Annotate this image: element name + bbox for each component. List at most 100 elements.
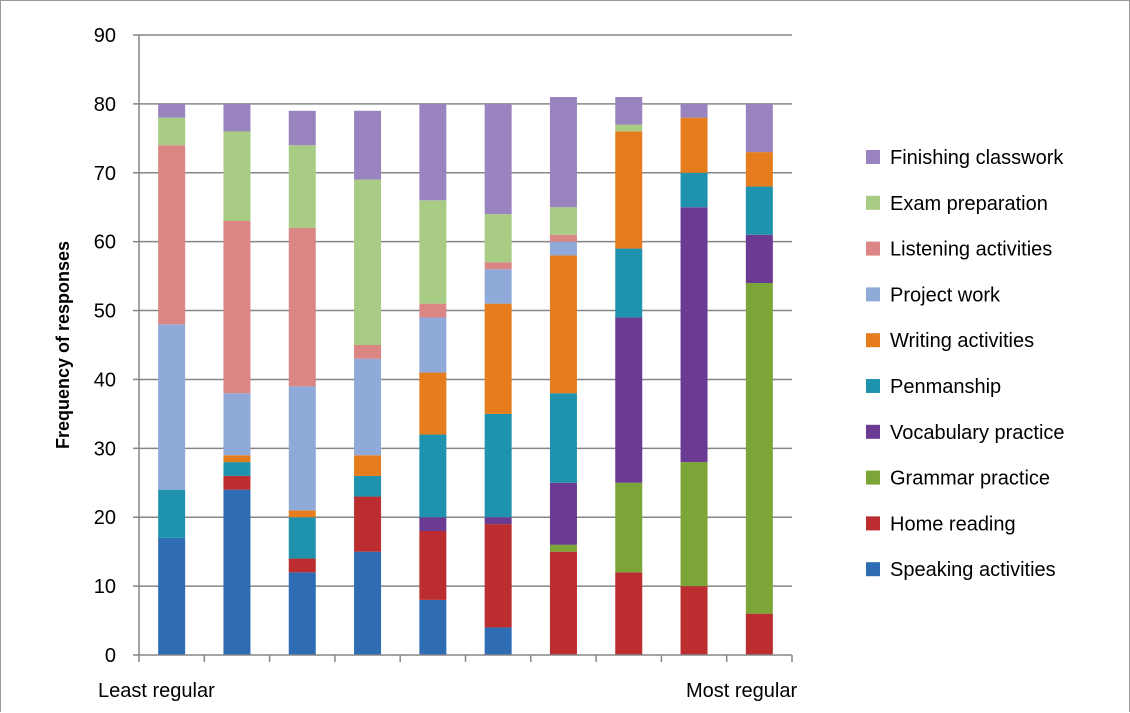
legend-item: Exam preparation [866, 193, 1048, 215]
legend-label: Project work [890, 284, 1001, 306]
bar-stack [680, 103, 708, 655]
bar-segment [680, 103, 708, 118]
bar-stack [549, 97, 577, 655]
bar-segment [158, 489, 186, 538]
legend-swatch [866, 379, 880, 393]
legend-item: Grammar practice [866, 468, 1050, 490]
bar-segment [158, 145, 186, 325]
bar-segment [288, 517, 316, 559]
y-tick-label: 40 [94, 369, 116, 391]
bar-segment [484, 627, 512, 655]
legend-item: Project work [866, 284, 1001, 306]
bar-segment [745, 283, 773, 614]
bar-segment [419, 317, 447, 373]
bar-segment [288, 145, 316, 228]
bar-segment [419, 372, 447, 435]
bar-segment [484, 262, 512, 270]
bar-segment [549, 207, 577, 235]
legend-swatch [866, 287, 880, 302]
bar-segment [615, 248, 643, 318]
y-tick-label: 30 [94, 438, 116, 460]
bar-segment [745, 103, 773, 153]
legend: Finishing classwork Exam preparation Liste… [866, 147, 1065, 581]
bar-segment [419, 517, 447, 531]
legend-swatch [866, 424, 880, 439]
bar-segment [680, 586, 708, 655]
bar-segment [419, 599, 447, 655]
y-tick-label: 80 [94, 94, 116, 116]
bar-segment [354, 345, 382, 359]
bar-segment [484, 269, 512, 304]
bar-stack [484, 103, 512, 655]
y-tick-label: 20 [94, 507, 116, 529]
y-tick-label: 60 [94, 232, 116, 254]
bar-segment [615, 131, 643, 249]
bar-segment [680, 117, 708, 173]
bar-stack [615, 97, 643, 655]
bar-segment [549, 544, 577, 552]
bar-segment [745, 234, 773, 283]
bar-segment [288, 572, 316, 655]
bar-segment [484, 517, 512, 525]
x-axis-label-left: Least regular [98, 680, 215, 702]
bar-stack [419, 103, 447, 655]
bar-segment [223, 131, 251, 221]
legend-swatch [866, 150, 880, 164]
legend-swatch [866, 195, 880, 210]
bars [158, 97, 773, 655]
legend-swatch [866, 333, 880, 348]
bar-segment [419, 303, 447, 318]
bar-segment [484, 103, 512, 215]
y-tick-label: 50 [94, 301, 116, 323]
y-tick-label: 0 [105, 645, 116, 667]
y-axis-title: Frequency of responses [53, 241, 73, 449]
legend-item: Penmanship [866, 376, 1001, 398]
bar-segment [419, 200, 447, 304]
bar-segment [680, 207, 708, 463]
bar-segment [680, 172, 708, 208]
bar-segment [549, 482, 577, 545]
bar-segment [419, 531, 447, 600]
legend-label: Grammar practice [890, 468, 1050, 490]
bar-segment [484, 524, 512, 628]
legend-item: Speaking activities [866, 559, 1056, 581]
bar-segment [288, 110, 316, 146]
y-tick-labels: 0 10 20 30 40 50 60 70 80 90 [94, 25, 139, 667]
axes [138, 35, 793, 662]
bar-segment [680, 462, 708, 587]
bar-segment [549, 241, 577, 256]
bar-segment [158, 537, 186, 655]
legend-label: Writing activities [890, 330, 1034, 352]
legend-label: Listening activities [890, 239, 1052, 261]
bar-segment [745, 613, 773, 655]
legend-item: Listening activities [866, 239, 1052, 261]
legend-label: Speaking activities [890, 559, 1056, 581]
bar-stack [745, 103, 773, 655]
bar-segment [223, 489, 251, 655]
bar-segment [223, 475, 251, 490]
bar-segment [484, 413, 512, 518]
y-tick-label: 90 [94, 25, 116, 47]
bar-stack [288, 110, 316, 655]
bar-segment [484, 303, 512, 414]
legend-label: Penmanship [890, 376, 1001, 398]
bar-segment [288, 510, 316, 518]
bar-segment [354, 455, 382, 476]
legend-item: Writing activities [866, 330, 1034, 352]
bar-segment [615, 482, 643, 573]
bar-segment [549, 255, 577, 394]
legend-swatch [866, 516, 880, 531]
legend-label: Exam preparation [890, 193, 1048, 215]
bar-segment [354, 496, 382, 552]
bar-segment [288, 227, 316, 387]
legend-item: Finishing classwork [866, 147, 1064, 169]
bar-segment [223, 103, 251, 132]
legend-swatch [866, 562, 880, 577]
legend-swatch [866, 241, 880, 256]
bar-segment [354, 358, 382, 456]
bar-segment [223, 455, 251, 463]
bar-segment [223, 393, 251, 456]
bar-segment [615, 317, 643, 483]
legend-label: Home reading [890, 513, 1016, 535]
bar-segment [354, 475, 382, 497]
